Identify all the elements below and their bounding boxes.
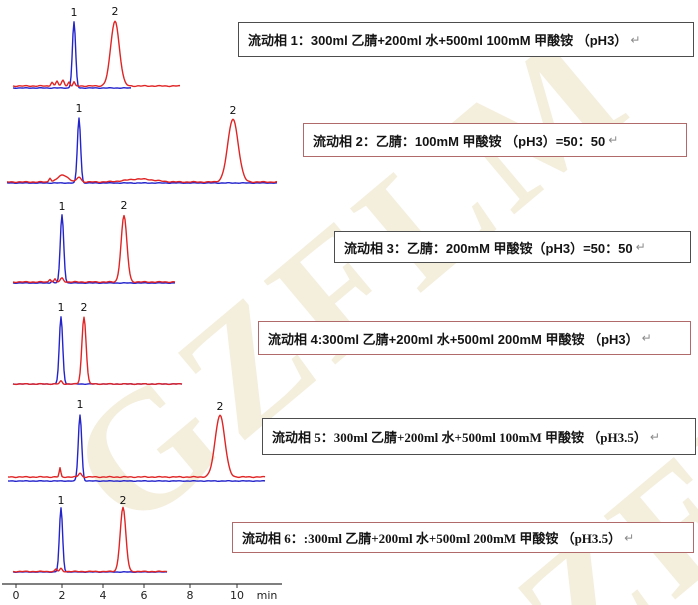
mobile-phase-label-1: 流动相 1：300ml 乙腈+200ml 水+500ml 100mM 甲酸铵 （… bbox=[238, 22, 694, 57]
peak-number-label: 1 bbox=[58, 301, 65, 314]
trace-blue bbox=[12, 214, 176, 284]
paragraph-mark: ↵ bbox=[608, 133, 619, 147]
peak-number-label: 1 bbox=[58, 494, 65, 507]
mobile-phase-label-5-text: 流动相 5：300ml 乙腈+200ml 水+500ml 100mM 甲酸铵 （… bbox=[272, 430, 647, 445]
axis-tick-label: 4 bbox=[100, 589, 107, 602]
peak-number-label: 2 bbox=[120, 494, 127, 507]
peak-number-label: 2 bbox=[230, 104, 237, 117]
peak-number-label: 2 bbox=[217, 400, 224, 413]
peak-number-label: 2 bbox=[121, 199, 128, 212]
trace-blue bbox=[7, 414, 266, 483]
mobile-phase-label-3: 流动相 3：乙腈：200mM 甲酸铵（pH3）=50：50 ↵ bbox=[334, 231, 691, 263]
trace-red bbox=[12, 506, 168, 573]
trace-blue bbox=[12, 507, 168, 573]
paragraph-mark: ↵ bbox=[624, 530, 635, 545]
peak-number-label: 2 bbox=[112, 5, 119, 18]
paragraph-mark: ↵ bbox=[630, 32, 641, 47]
trace-red bbox=[12, 214, 176, 284]
trace-blue bbox=[12, 21, 132, 89]
axis-tick-label: 0 bbox=[13, 589, 20, 602]
trace-blue bbox=[6, 117, 278, 185]
peak-number-label: 2 bbox=[81, 301, 88, 314]
chromatogram-6: 1 2 0 2 4 6 8 10 min bbox=[2, 494, 282, 602]
axis-tick-label: 6 bbox=[141, 589, 148, 602]
mobile-phase-label-6-text: 流动相 6：:300ml 乙腈+200ml 水+500ml 200mM 甲酸铵 … bbox=[242, 531, 622, 546]
peak-number-label: 1 bbox=[77, 398, 84, 411]
axis-unit-label: min bbox=[257, 589, 278, 602]
mobile-phase-label-3-text: 流动相 3：乙腈：200mM 甲酸铵（pH3）=50：50 bbox=[344, 240, 633, 256]
axis-tick-label: 2 bbox=[59, 589, 66, 602]
mobile-phase-label-4: 流动相 4:300ml 乙腈+200ml 水+500ml 200mM 甲酸铵 （… bbox=[258, 321, 691, 355]
trace-red bbox=[12, 20, 181, 88]
trace-red bbox=[12, 316, 183, 386]
axis-tick-label: 10 bbox=[230, 589, 244, 602]
mobile-phase-label-6: 流动相 6：:300ml 乙腈+200ml 水+500ml 200mM 甲酸铵 … bbox=[232, 522, 694, 553]
peak-number-label: 1 bbox=[76, 102, 83, 115]
paragraph-mark: ↵ bbox=[635, 240, 646, 254]
mobile-phase-label-5: 流动相 5：300ml 乙腈+200ml 水+500ml 100mM 甲酸铵 （… bbox=[262, 418, 696, 455]
trace-red bbox=[7, 414, 266, 479]
trace-red bbox=[6, 118, 278, 184]
trace-blue bbox=[12, 316, 183, 385]
mobile-phase-label-2: 流动相 2：乙腈：100mM 甲酸铵 （pH3）=50：50 ↵ bbox=[303, 123, 687, 157]
axis-tick-label: 8 bbox=[187, 589, 194, 602]
paragraph-mark: ↵ bbox=[649, 429, 660, 444]
mobile-phase-label-4-text: 流动相 4:300ml 乙腈+200ml 水+500ml 200mM 甲酸铵 （… bbox=[268, 331, 639, 347]
peak-number-label: 1 bbox=[59, 200, 66, 213]
mobile-phase-label-1-text: 流动相 1：300ml 乙腈+200ml 水+500ml 100mM 甲酸铵 （… bbox=[248, 33, 628, 48]
peak-number-label: 1 bbox=[71, 6, 78, 19]
paragraph-mark: ↵ bbox=[641, 331, 652, 345]
mobile-phase-label-2-text: 流动相 2：乙腈：100mM 甲酸铵 （pH3）=50：50 bbox=[313, 133, 606, 149]
